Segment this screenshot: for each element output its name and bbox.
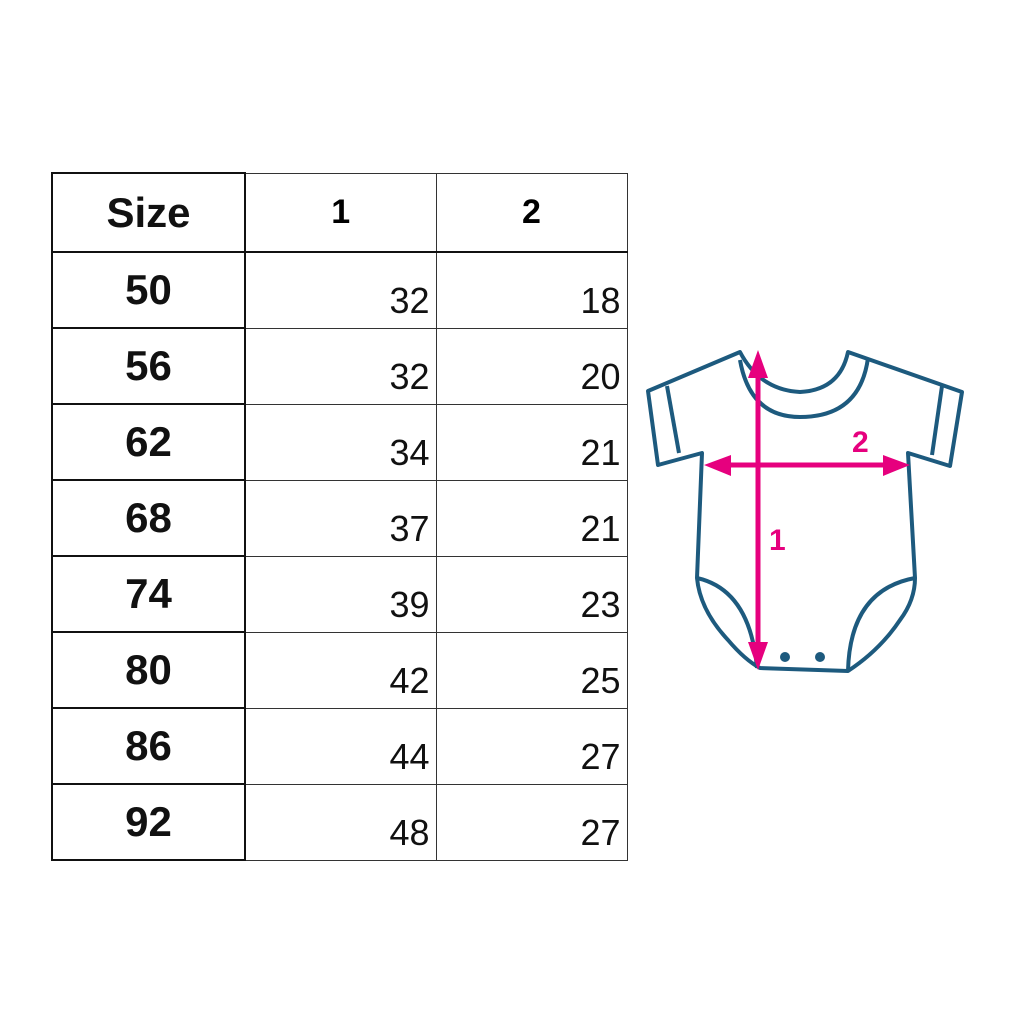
measure-2-cell: 21 (435, 403, 628, 481)
size-cell: 62 (51, 403, 246, 481)
measure-2-cell: 27 (435, 783, 628, 861)
measure-1-cell: 34 (244, 403, 437, 481)
measure-2-cell: 25 (435, 631, 628, 709)
size-cell: 74 (51, 555, 246, 633)
measure-1-cell: 32 (244, 251, 437, 329)
label-measure-1: 1 (769, 524, 786, 557)
table-row: 92 48 27 (51, 783, 628, 861)
table-row: 50 32 18 (51, 251, 628, 329)
measure-1-cell: 44 (244, 707, 437, 785)
bodysuit-outline (646, 350, 964, 673)
header-row: Size 1 2 (51, 172, 628, 253)
table-row: 68 37 21 (51, 479, 628, 557)
measure-1-cell: 37 (244, 479, 437, 557)
measure-2-cell: 20 (435, 327, 628, 405)
table-row: 74 39 23 (51, 555, 628, 633)
measure-arrow-1 (748, 350, 768, 670)
header-measure-1: 1 (244, 172, 437, 253)
table-row: 56 32 20 (51, 327, 628, 405)
measure-1-cell: 48 (244, 783, 437, 861)
measure-1-cell: 42 (244, 631, 437, 709)
label-measure-2: 2 (852, 426, 869, 459)
measure-2-cell: 23 (435, 555, 628, 633)
table-row: 62 34 21 (51, 403, 628, 481)
size-cell: 86 (51, 707, 246, 785)
table-row: 86 44 27 (51, 707, 628, 785)
header-size: Size (51, 172, 246, 253)
measure-2-cell: 18 (435, 251, 628, 329)
measure-2-cell: 21 (435, 479, 628, 557)
size-cell: 50 (51, 251, 246, 329)
snap-button-icon (780, 652, 790, 662)
measure-arrow-2 (704, 455, 910, 476)
size-cell: 80 (51, 631, 246, 709)
size-cell: 68 (51, 479, 246, 557)
snap-button-icon (815, 652, 825, 662)
size-cell: 92 (51, 783, 246, 861)
measure-1-cell: 39 (244, 555, 437, 633)
header-measure-2: 2 (435, 172, 628, 253)
size-cell: 56 (51, 327, 246, 405)
measure-2-cell: 27 (435, 707, 628, 785)
table-row: 80 42 25 (51, 631, 628, 709)
size-chart-table: Size 1 2 50 32 18 56 32 20 62 34 21 68 37 21 74 39 23 8… (51, 172, 628, 861)
